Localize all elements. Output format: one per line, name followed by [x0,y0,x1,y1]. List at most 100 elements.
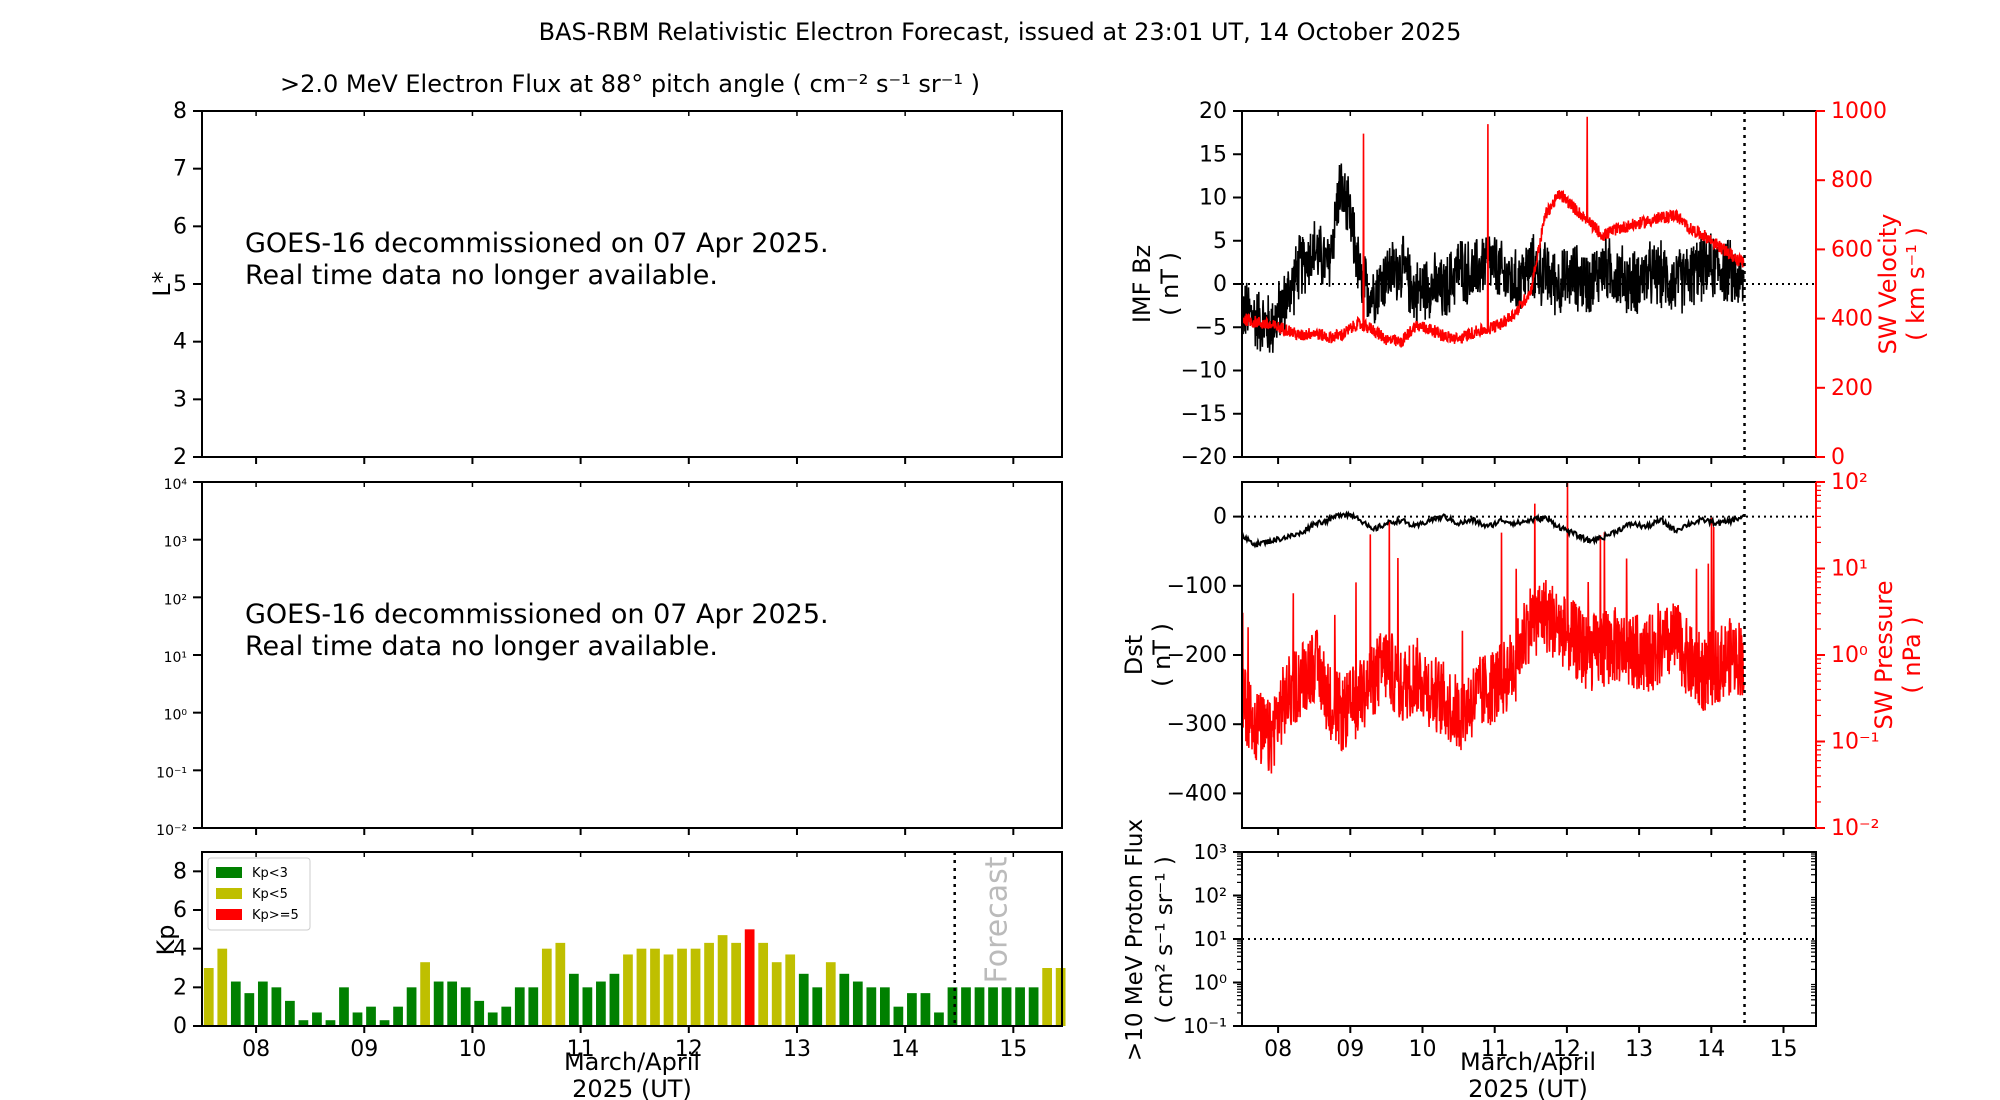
left-ytick-label: 10² [164,592,187,608]
flux-l-notice-line2: Real time data no longer available. [245,260,718,291]
kp-bar [420,962,430,1026]
kp-bar [961,987,971,1026]
proton-ylabel-line2: ( cm² s⁻¹ sr⁻¹ ) [1152,856,1178,1024]
kp-bar [974,987,985,1026]
right-ytick-label: 400 [1831,307,1873,332]
flux-l-ylabel: L* [148,271,176,296]
left-ytick-label: −200 [1167,643,1227,668]
kp-bar [379,1020,390,1026]
kp-bar [406,987,417,1026]
sw-velocity-right-yaxis: 1000 800 600 400 200 0 [1816,99,1887,470]
flux-log-notice-line2: Real time data no longer available. [245,631,718,662]
imf-xticks [1277,111,1785,464]
dst-panel: Dst ( nT ) SW Pressure ( nPa ) 0 −100 −200… [1120,470,1926,841]
kp-bar [460,987,471,1026]
kp-bar [244,993,255,1026]
sw-pressure-ylabel-unit: ( nPa ) [1898,616,1926,693]
left-ytick-label: 2 [173,975,187,1000]
kp-frame [201,851,1063,1027]
kp-bar [447,981,458,1026]
left-ytick-label: 3 [173,387,187,412]
right-ytick-label: 10⁻² [1831,816,1879,841]
right-ytick-label: 10² [1831,470,1868,495]
dst-xticks [1277,482,1785,835]
kp-bar [704,942,714,1026]
kp-bar [528,987,539,1026]
left-ytick-label: −300 [1167,712,1227,737]
imf-panel: IMF Bz ( nT ) SW Velocity ( km s⁻¹ ) 20 1… [1128,99,1930,470]
right-ytick-label: 200 [1831,376,1873,401]
left-ytick-label: −100 [1167,574,1227,599]
kp-bar [609,973,620,1026]
kp-bar [366,1006,376,1026]
kp-bar [501,1006,512,1026]
kp-bar [812,987,823,1026]
kp-legend-swatch-low [216,867,242,878]
kp-bar [514,987,525,1026]
flux-log-panel: GOES-16 decommissioned on 07 Apr 2025. R… [156,477,1063,839]
left-ytick-label: 10² [1194,884,1227,908]
left-ytick-label: −20 [1181,445,1227,470]
right-ytick-label: 800 [1831,168,1873,193]
kp-bar [1055,968,1066,1026]
xtick-label: 12 [675,1037,703,1062]
left-ytick-label: 10⁰ [164,708,188,724]
kp-bar [325,1020,336,1026]
xtick-label: 11 [1481,1037,1509,1062]
xtick-label: 09 [1336,1037,1364,1062]
kp-bar [771,962,782,1026]
kp-bar [1028,987,1039,1026]
kp-yaxis: 0 2 4 6 8 [173,859,202,1039]
kp-bar [217,948,228,1026]
xtick-label: 08 [242,1037,270,1062]
sw-pressure-right-yaxis: 10² 10¹ 10⁰ 10⁻¹ 10⁻² [1816,470,1879,841]
kp-bar [650,948,660,1026]
left-ytick-label: 6 [173,214,187,239]
left-ytick-label: 10 [1199,186,1227,211]
kp-bar [907,993,917,1026]
kp-legend-low: Kp<3 [252,866,288,881]
kp-bar [1001,987,1012,1026]
kp-legend-swatch-mid [216,888,242,899]
left-ytick-label: 8 [173,99,187,124]
kp-bar [825,962,836,1026]
flux-l-title: >2.0 MeV Electron Flux at 88° pitch angl… [280,70,980,98]
dst-ylabel: Dst [1120,635,1148,675]
left-ytick-label: 5 [1213,229,1227,254]
flux-l-xticks [255,111,1015,464]
flux-l-notice-line1: GOES-16 decommissioned on 07 Apr 2025. [245,228,829,259]
sw-velocity-series [1242,116,1745,348]
left-ytick-label: 10⁻¹ [156,765,187,781]
kp-bars [203,929,1066,1026]
kp-bar [690,948,701,1026]
left-ytick-label: 10⁻² [156,823,187,839]
left-ytick-label: −5 [1195,315,1227,340]
kp-bar [271,987,282,1026]
left-ytick-label: 4 [173,330,187,355]
left-ytick-label: 15 [1199,142,1227,167]
sw-velocity-ylabel-unit: ( km s⁻¹ ) [1902,227,1930,341]
kp-bar [893,1006,904,1026]
kp-bar [623,954,633,1026]
left-ytick-label: 0 [173,1014,187,1039]
kp-bar [866,987,877,1026]
kp-bar [474,1000,485,1026]
kp-bar [717,935,728,1026]
kp-bar [339,987,349,1026]
kp-bar [731,942,741,1026]
left-ytick-label: 7 [173,157,187,182]
kp-bar [636,948,647,1026]
proton-xaxis: 08 09 10 11 12 13 14 15 [1264,852,1798,1062]
left-ytick-label: 10⁴ [164,477,188,493]
xtick-label: 15 [1770,1037,1798,1062]
flux-log-xticks [255,482,1015,835]
kp-legend-mid: Kp<5 [252,887,288,902]
kp-bar [988,987,998,1026]
left-ytick-label: 10³ [1194,840,1227,864]
proton-frame-bg [1242,852,1816,1026]
kp-bar [433,981,444,1026]
left-ytick-label: 20 [1199,99,1227,124]
left-ytick-label: 10⁻¹ [1183,1014,1227,1038]
xtick-label: 14 [891,1037,919,1062]
kp-bar [257,981,268,1026]
